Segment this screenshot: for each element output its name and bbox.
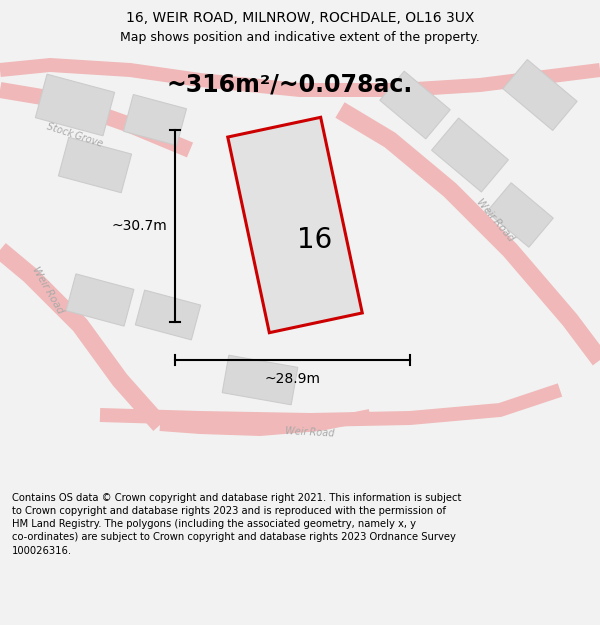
Polygon shape [100, 383, 562, 427]
Polygon shape [380, 71, 450, 139]
Polygon shape [487, 182, 553, 248]
Text: ~30.7m: ~30.7m [111, 219, 167, 233]
Polygon shape [0, 58, 600, 97]
Polygon shape [335, 102, 600, 366]
Text: Weir Road: Weir Road [474, 197, 516, 243]
Text: Weir Road: Weir Road [31, 265, 65, 315]
Text: Contains OS data © Crown copyright and database right 2021. This information is : Contains OS data © Crown copyright and d… [12, 492, 461, 556]
Text: 16: 16 [298, 226, 332, 254]
Polygon shape [35, 74, 115, 136]
Polygon shape [66, 274, 134, 326]
Text: 16, WEIR ROAD, MILNROW, ROCHDALE, OL16 3UX: 16, WEIR ROAD, MILNROW, ROCHDALE, OL16 3… [126, 11, 474, 25]
Text: ~316m²/~0.078ac.: ~316m²/~0.078ac. [167, 73, 413, 97]
Polygon shape [431, 118, 508, 192]
Text: Stock Grove: Stock Grove [46, 121, 104, 149]
Polygon shape [503, 59, 577, 131]
Polygon shape [58, 138, 131, 192]
Polygon shape [124, 94, 187, 146]
Polygon shape [222, 355, 298, 405]
Polygon shape [160, 409, 371, 436]
Polygon shape [136, 290, 200, 340]
Polygon shape [0, 243, 167, 431]
Text: Weir Road: Weir Road [285, 426, 335, 438]
Polygon shape [228, 118, 362, 332]
Text: Map shows position and indicative extent of the property.: Map shows position and indicative extent… [120, 31, 480, 44]
Polygon shape [0, 82, 193, 158]
Text: ~28.9m: ~28.9m [265, 372, 320, 386]
